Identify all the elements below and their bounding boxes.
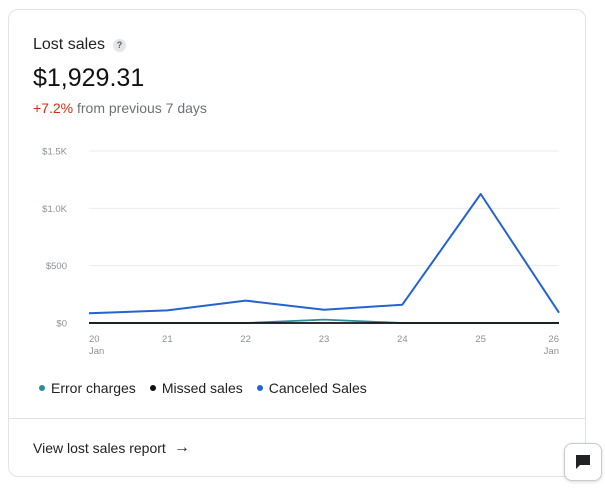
change-summary: +7.2% from previous 7 days bbox=[33, 100, 207, 116]
x-tick-label: 26 bbox=[548, 334, 559, 345]
x-tick-label: 21 bbox=[162, 334, 173, 345]
x-tick-label: 20 bbox=[89, 334, 100, 345]
legend-label: Canceled Sales bbox=[268, 380, 367, 396]
x-tick-label: 24 bbox=[397, 334, 408, 345]
change-period: from previous 7 days bbox=[76, 100, 207, 116]
x-tick-label: 25 bbox=[475, 334, 486, 345]
help-icon[interactable]: ? bbox=[113, 38, 127, 52]
chart-legend: Error charges Missed sales Canceled Sales bbox=[39, 380, 367, 396]
legend-label: Error charges bbox=[51, 380, 136, 396]
legend-item[interactable]: Canceled Sales bbox=[256, 380, 367, 396]
card-header: Lost sales ? bbox=[33, 36, 127, 54]
y-tick-label: $500 bbox=[46, 261, 67, 272]
legend-dot-icon bbox=[256, 385, 263, 391]
x-tick-label: 23 bbox=[319, 334, 330, 345]
legend-label: Missed sales bbox=[161, 380, 243, 396]
x-tick-label: 22 bbox=[240, 334, 251, 345]
y-tick-label: $1.0K bbox=[42, 204, 67, 215]
lost-sales-amount: $1,929.31 bbox=[33, 64, 145, 92]
legend-item[interactable]: Missed sales bbox=[149, 380, 243, 396]
card-title: Lost sales bbox=[33, 36, 106, 53]
card-divider bbox=[9, 418, 585, 419]
y-tick-label: $1.5K bbox=[42, 147, 67, 158]
legend-dot-icon bbox=[149, 385, 156, 391]
arrow-right-icon: → bbox=[173, 439, 190, 456]
legend-dot-icon bbox=[39, 385, 45, 391]
chat-button[interactable] bbox=[564, 443, 602, 481]
report-link-label: View lost sales report bbox=[33, 440, 166, 456]
change-percent: +7.2% bbox=[33, 100, 74, 116]
x-tick-label: Jan bbox=[89, 346, 104, 357]
legend-item[interactable]: Error charges bbox=[39, 380, 136, 396]
y-tick-label: $0 bbox=[56, 319, 67, 330]
lost-sales-card: Lost sales ? $1,929.31 +7.2% from previo… bbox=[8, 9, 586, 477]
series-line-canceled-sales bbox=[88, 193, 560, 315]
view-lost-sales-report-link[interactable]: View lost sales report → bbox=[33, 439, 190, 457]
chat-icon bbox=[576, 455, 590, 469]
x-tick-label: Jan bbox=[544, 346, 559, 357]
